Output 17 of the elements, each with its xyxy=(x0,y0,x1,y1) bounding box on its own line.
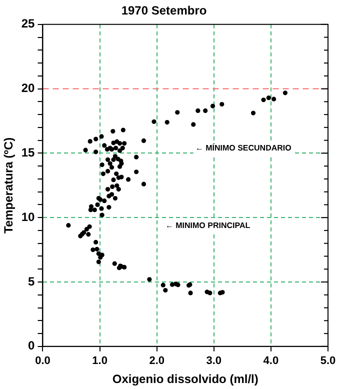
annotation: ← MINIMO PRINCIPAL xyxy=(165,220,250,230)
x-axis-title: Oxigenio dissolvido (ml/l) xyxy=(112,372,258,386)
x-tick-label: 4.0 xyxy=(263,355,279,368)
x-tick-label: 0.0 xyxy=(35,355,50,368)
y-tick-label: 15 xyxy=(21,146,36,160)
annotation: ← MÍNIMO SECUNDARIO xyxy=(195,142,292,153)
y-tick-label: 25 xyxy=(21,16,36,31)
x-tick-label: 5.0 xyxy=(320,355,336,368)
y-tick-label: 5 xyxy=(28,274,36,288)
chart-title: 1970 Setembro xyxy=(121,4,207,18)
y-tick-label: 0 xyxy=(28,338,36,353)
y-tick-label: 20 xyxy=(21,81,36,96)
x-tick-label: 3.0 xyxy=(206,355,222,368)
x-tick-label: 1.0 xyxy=(92,355,108,368)
x-tick-label: 2.0 xyxy=(149,355,164,368)
y-tick-label: 10 xyxy=(21,210,36,224)
y-axis-title: Temperatura (ºC) xyxy=(2,137,16,234)
